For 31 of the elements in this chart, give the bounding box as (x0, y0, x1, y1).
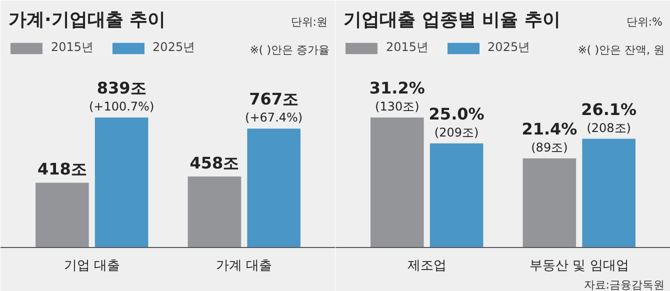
data-label: 25.0% (209조) (428, 104, 484, 140)
bar (36, 182, 89, 248)
text: ※( )안은 잔액, 원 (578, 44, 665, 56)
chart-title: 기업대출 업종별 비율 추이 (344, 10, 560, 30)
bar (188, 176, 242, 248)
x-tick-label: 부동산 및 임대업 (530, 258, 629, 274)
legend-label: 2015년 (51, 39, 94, 56)
data-label: 839조 (+100.7%) (88, 78, 154, 114)
bar (370, 118, 424, 248)
bar (247, 128, 300, 248)
data-label: 418조 (37, 160, 87, 179)
text: ※( )안은 증가율 (250, 44, 330, 56)
x-tick-label: 제조업 (407, 258, 446, 274)
data-label: 31.2% (130조) (369, 78, 425, 114)
legend-label: 2025년 (488, 39, 530, 56)
data-label: 26.1% (208조) (581, 100, 637, 135)
data-label: 767조 (+67.4%) (245, 90, 303, 125)
bar (430, 143, 484, 248)
data-label: 458조 (190, 154, 240, 173)
legend-label: 2015년 (386, 39, 429, 56)
data-label: 21.4% (89조) (522, 119, 578, 154)
bar (94, 118, 148, 248)
chart-subtitle: 단위:원 (290, 16, 328, 28)
bar (582, 138, 636, 248)
chart-subtitle: 단위:% (626, 16, 663, 28)
x-tick-label: 가계 대출 (216, 258, 272, 274)
chart-title: 가계·기업대출 추이 (8, 10, 166, 30)
legend-label: 2025년 (152, 39, 196, 56)
x-tick-label: 기업 대출 (64, 258, 120, 274)
text: 자료:금융감독원 (584, 278, 665, 291)
bar (522, 158, 576, 248)
